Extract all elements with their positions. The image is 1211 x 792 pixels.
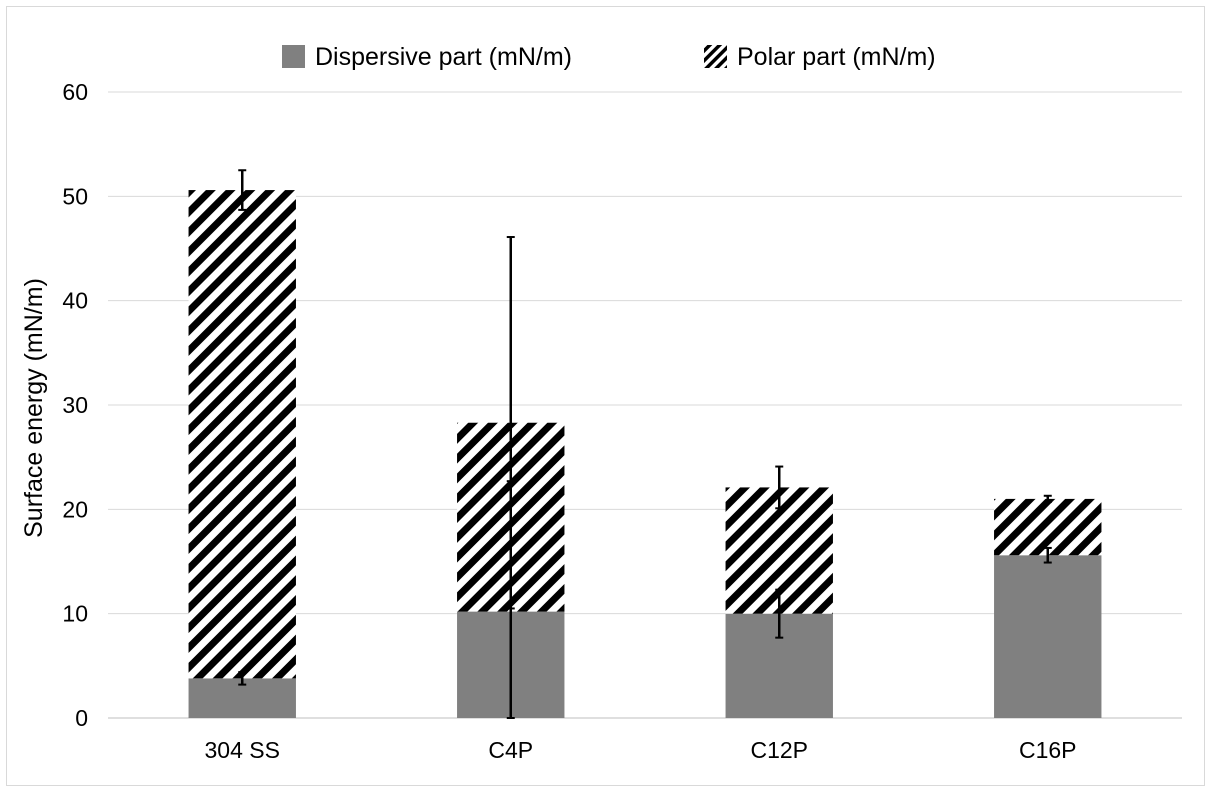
bar-polar [188, 190, 296, 679]
y-tick-label: 20 [62, 496, 88, 522]
y-tick-label: 40 [62, 288, 88, 314]
bar-polar [994, 498, 1102, 556]
y-tick-label: 30 [62, 392, 88, 418]
bar-dispersive [994, 555, 1102, 718]
y-axis-tick-labels: 0 10 20 30 40 50 60 [62, 79, 88, 731]
x-tick-label: C4P [488, 737, 533, 763]
y-tick-label: 10 [62, 601, 88, 627]
error-bars [238, 169, 1052, 719]
x-axis-tick-labels: 304 SS C4P C12P C16P [205, 737, 1077, 763]
bars [188, 190, 1102, 718]
x-tick-label: C16P [1019, 737, 1077, 763]
legend-label-polar: Polar part (mN/m) [737, 43, 936, 71]
y-tick-label: 50 [62, 183, 88, 209]
y-tick-label: 60 [62, 79, 88, 105]
y-tick-label: 0 [75, 705, 88, 731]
legend: Dispersive part (mN/m) Polar part (mN/m) [282, 43, 936, 71]
x-tick-label: 304 SS [205, 737, 280, 763]
y-axis-title: Surface energy (mN/m) [20, 278, 48, 538]
legend-swatch-dispersive [282, 45, 305, 68]
legend-label-dispersive: Dispersive part (mN/m) [315, 43, 572, 71]
legend-swatch-polar [704, 45, 727, 68]
x-tick-label: C12P [750, 737, 808, 763]
